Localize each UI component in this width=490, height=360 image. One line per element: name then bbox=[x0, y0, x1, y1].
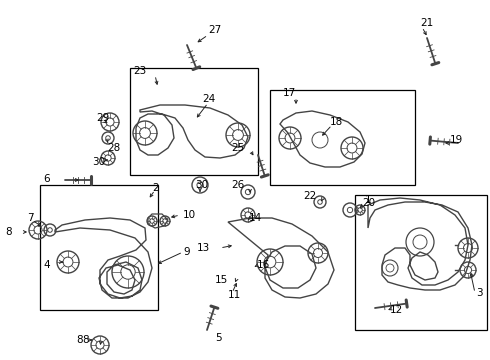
Text: 18: 18 bbox=[330, 117, 343, 127]
Bar bbox=[130, 68, 258, 175]
Text: 21: 21 bbox=[420, 18, 433, 28]
Text: 4: 4 bbox=[44, 260, 50, 270]
Text: 30: 30 bbox=[195, 180, 208, 190]
Text: 22: 22 bbox=[303, 191, 316, 201]
Text: 15: 15 bbox=[215, 275, 228, 285]
Text: 10: 10 bbox=[183, 210, 196, 220]
Text: 24: 24 bbox=[202, 94, 215, 104]
Text: 26: 26 bbox=[231, 180, 244, 190]
Text: 8: 8 bbox=[82, 335, 89, 345]
Text: 7: 7 bbox=[27, 213, 34, 223]
Text: 20: 20 bbox=[362, 198, 375, 208]
Text: 8: 8 bbox=[76, 335, 83, 345]
Text: 25: 25 bbox=[231, 143, 244, 153]
Text: 11: 11 bbox=[228, 290, 241, 300]
Text: 12: 12 bbox=[390, 305, 403, 315]
Text: 8: 8 bbox=[5, 227, 12, 237]
Text: 2: 2 bbox=[152, 183, 159, 193]
Text: 29: 29 bbox=[96, 113, 109, 123]
Text: 23: 23 bbox=[133, 66, 146, 76]
Bar bbox=[355, 195, 487, 330]
Text: 1: 1 bbox=[365, 195, 371, 205]
Text: 6: 6 bbox=[44, 174, 50, 184]
Text: 14: 14 bbox=[249, 213, 262, 223]
Bar bbox=[270, 90, 415, 185]
Text: 16: 16 bbox=[257, 260, 270, 270]
Text: 9: 9 bbox=[183, 247, 190, 257]
Text: 5: 5 bbox=[215, 333, 221, 343]
Text: 13: 13 bbox=[197, 243, 210, 253]
Bar bbox=[40, 185, 158, 310]
Text: 28: 28 bbox=[107, 143, 120, 153]
Text: 17: 17 bbox=[283, 88, 296, 98]
Text: 3: 3 bbox=[476, 288, 483, 298]
Text: 19: 19 bbox=[450, 135, 463, 145]
Text: 27: 27 bbox=[208, 25, 221, 35]
Text: 30: 30 bbox=[92, 157, 105, 167]
